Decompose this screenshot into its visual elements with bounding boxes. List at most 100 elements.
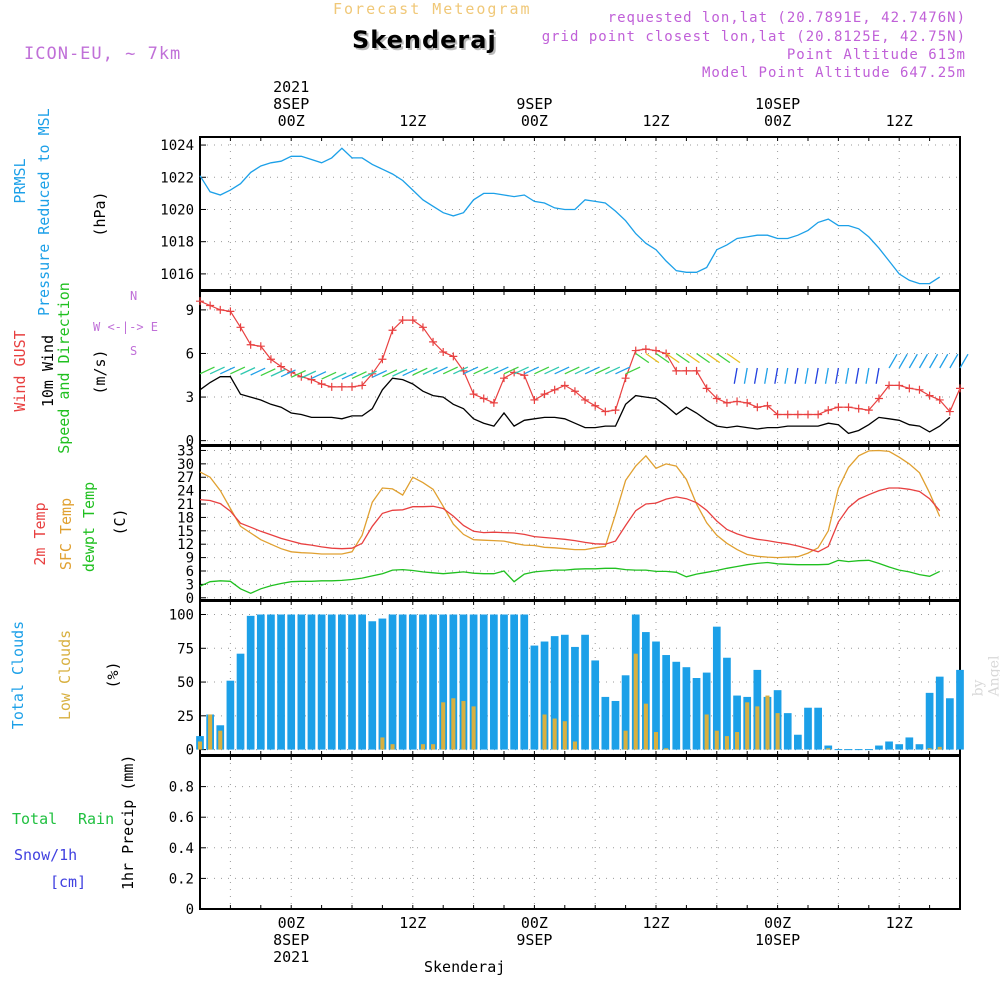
- total-cloud-bar: [560, 634, 569, 750]
- gust-marker: [783, 410, 792, 419]
- total-cloud-bar: [885, 741, 893, 750]
- total-cloud-bar: [611, 700, 620, 750]
- gust-marker: [763, 401, 772, 410]
- low-cloud-bar: [775, 713, 780, 750]
- wind-direction-arrow: [280, 369, 296, 378]
- wind-direction-arrow: [845, 367, 850, 384]
- wind-direction-arrow: [199, 366, 215, 375]
- total-cloud-bar: [794, 734, 802, 750]
- bottom-time-label: 12Z: [642, 914, 669, 932]
- gust-marker: [895, 381, 904, 390]
- wind-direction-arrow: [605, 366, 621, 375]
- wind-direction-arrow: [875, 367, 880, 384]
- total-cloud-bar: [733, 695, 741, 750]
- gust-marker: [712, 394, 721, 403]
- low-cloud-bar: [664, 748, 669, 750]
- total-cloud-bar: [905, 737, 914, 750]
- gust-marker: [662, 349, 671, 358]
- total-cloud-bar: [946, 698, 954, 750]
- wind-gust-line: [199, 300, 961, 416]
- panel-frame-temperature: [199, 445, 961, 601]
- ytick-label-clouds: 100: [169, 608, 194, 624]
- low-cloud-bar: [826, 748, 831, 750]
- total-cloud-bar: [398, 614, 407, 750]
- gust-marker: [804, 410, 812, 419]
- total-cloud-bar: [824, 745, 833, 750]
- gust-marker: [864, 406, 873, 415]
- bottom-time-label: 10SEP: [755, 931, 800, 949]
- wind-direction-arrow: [594, 366, 610, 375]
- gust-marker: [631, 346, 640, 355]
- ytick-label-precip: 0.4: [169, 841, 194, 857]
- total-cloud-bar: [550, 636, 559, 750]
- low-cloud-bar: [755, 706, 760, 750]
- wind-direction-arrow: [733, 367, 738, 384]
- meteogram-subtitle: Forecast Meteogram: [333, 0, 532, 18]
- gust-marker: [611, 406, 620, 415]
- wind-direction-arrow: [564, 366, 580, 375]
- precip-snow-label: Snow/1h: [14, 846, 78, 864]
- ytick-label-pressure: 1020: [160, 202, 194, 218]
- top-time-label: 10SEP: [755, 95, 800, 113]
- wind-direction-arrow: [240, 367, 256, 375]
- gust-marker: [682, 366, 691, 375]
- wind-direction-arrow: [939, 353, 949, 369]
- gust-marker: [489, 398, 498, 407]
- low-cloud-bar: [390, 744, 395, 750]
- low-cloud-bar: [745, 702, 750, 750]
- wind-direction-arrow: [918, 353, 929, 369]
- low-cloud-bar: [927, 748, 932, 750]
- wind-direction-arrow: [250, 367, 266, 376]
- gust-marker: [266, 355, 275, 364]
- top-time-label: 12Z: [886, 112, 913, 130]
- wind-direction-arrow: [361, 370, 377, 379]
- wind-direction-arrow: [888, 353, 898, 369]
- wind-direction-arrow: [463, 366, 479, 375]
- wind-direction-arrow: [774, 367, 779, 384]
- gust-marker: [479, 394, 488, 403]
- gust-marker: [550, 385, 559, 394]
- top-time-label: 9SEP: [516, 95, 552, 113]
- gust-marker: [793, 410, 802, 419]
- ytick-label-temperature: 12: [177, 537, 194, 553]
- low-cloud-bar: [542, 714, 547, 750]
- bottom-time-label: 2021: [273, 948, 309, 966]
- requested-coords: requested lon,lat (20.7891E, 42.7476N): [607, 10, 966, 26]
- gust-marker: [905, 384, 914, 393]
- wind-direction-arrow: [473, 366, 489, 375]
- ytick-label-wind: 9: [186, 303, 194, 319]
- total-cloud-bar: [277, 614, 285, 750]
- wind-direction-arrow: [321, 371, 337, 380]
- wind-direction-arrow: [392, 368, 408, 377]
- top-time-label: 12Z: [399, 112, 426, 130]
- gust-marker: [500, 374, 508, 383]
- ytick-label-temperature: 15: [177, 524, 194, 540]
- wind-direction-arrow: [290, 369, 306, 378]
- ytick-label-temperature: 18: [177, 510, 194, 526]
- low-cloud-bar: [380, 737, 385, 750]
- total-cloud-bar: [591, 660, 600, 750]
- ytick-label-clouds: 75: [177, 641, 194, 657]
- wind-direction-arrow: [655, 352, 670, 364]
- gust-marker: [307, 375, 316, 384]
- total-cloud-bar: [338, 614, 346, 750]
- total-cloud-bar: [956, 669, 964, 750]
- total-cloud-bar: [297, 614, 306, 750]
- gust-marker: [834, 403, 843, 412]
- top-time-label: 00Z: [521, 112, 548, 130]
- total-cloud-bar: [875, 745, 883, 750]
- total-cloud-bar: [682, 667, 691, 750]
- wind-direction-arrow: [371, 369, 388, 378]
- gust-marker: [378, 355, 387, 364]
- low-cloud-bar: [572, 741, 577, 750]
- gust-marker: [246, 340, 255, 349]
- gust-marker: [469, 390, 478, 399]
- ytick-label-precip: 0.6: [169, 810, 194, 826]
- top-time-label: 2021: [273, 78, 309, 96]
- compass-west-east: W <-|-> E: [93, 320, 159, 334]
- bottom-time-label: 00Z: [521, 914, 548, 932]
- gust-marker: [439, 348, 448, 357]
- gust-marker: [216, 305, 225, 314]
- low-cloud-bar: [218, 730, 223, 750]
